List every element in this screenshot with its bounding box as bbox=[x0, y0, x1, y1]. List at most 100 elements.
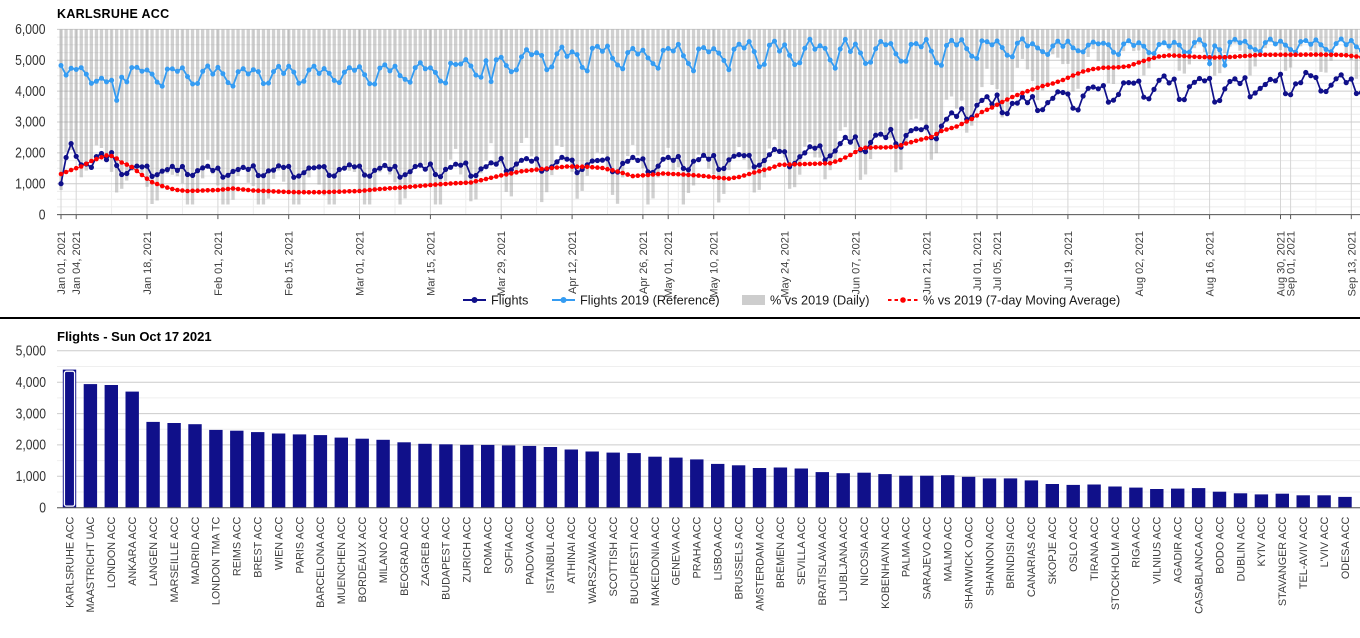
svg-text:BODO ACC: BODO ACC bbox=[1214, 517, 1226, 574]
svg-text:SHANWICK OACC: SHANWICK OACC bbox=[963, 517, 975, 610]
svg-text:Jun 21, 2021: Jun 21, 2021 bbox=[921, 231, 933, 295]
svg-text:MAASTRICHT UAC: MAASTRICHT UAC bbox=[85, 516, 97, 612]
svg-text:MUENCHEN ACC: MUENCHEN ACC bbox=[336, 517, 348, 605]
svg-text:May 10, 2021: May 10, 2021 bbox=[709, 231, 721, 298]
svg-text:BUDAPEST ACC: BUDAPEST ACC bbox=[441, 516, 453, 599]
svg-text:KARLSRUHE ACC: KARLSRUHE ACC bbox=[64, 517, 76, 608]
svg-text:Jan 18, 2021: Jan 18, 2021 bbox=[142, 231, 154, 295]
svg-text:SOFIA ACC: SOFIA ACC bbox=[503, 516, 515, 573]
svg-text:MAKEDONIA ACC: MAKEDONIA ACC bbox=[650, 517, 662, 607]
svg-text:MARSEILLE ACC: MARSEILLE ACC bbox=[169, 517, 181, 603]
svg-text:ISTANBUL ACC: ISTANBUL ACC bbox=[545, 516, 557, 593]
svg-text:WARSZAWA ACC: WARSZAWA ACC bbox=[587, 517, 599, 604]
svg-text:Apr 12, 2021: Apr 12, 2021 bbox=[567, 231, 579, 294]
svg-text:Apr 26, 2021: Apr 26, 2021 bbox=[638, 231, 650, 294]
svg-text:OSLO ACC: OSLO ACC bbox=[1068, 516, 1080, 571]
svg-text:WIEN ACC: WIEN ACC bbox=[273, 516, 285, 570]
svg-text:3,000: 3,000 bbox=[15, 114, 45, 130]
svg-text:Jan 01, 2021: Jan 01, 2021 bbox=[56, 231, 68, 295]
svg-text:MILANO ACC: MILANO ACC bbox=[378, 517, 390, 584]
svg-text:Mar 15, 2021: Mar 15, 2021 bbox=[425, 231, 437, 296]
svg-text:Flights - Sun Oct 17 2021: Flights - Sun Oct 17 2021 bbox=[57, 329, 212, 344]
svg-text:KOBENHAVN ACC: KOBENHAVN ACC bbox=[880, 517, 892, 609]
svg-text:BARCELONA ACC: BARCELONA ACC bbox=[315, 517, 327, 608]
svg-text:STOCKHOLM ACC: STOCKHOLM ACC bbox=[1110, 517, 1122, 611]
svg-text:SCOTTISH ACC: SCOTTISH ACC bbox=[608, 517, 620, 597]
svg-text:4,000: 4,000 bbox=[15, 83, 45, 99]
svg-text:% vs 2019 (7-day Moving Averag: % vs 2019 (7-day Moving Average) bbox=[923, 294, 1120, 308]
svg-text:Jul 19, 2021: Jul 19, 2021 bbox=[1063, 231, 1075, 291]
svg-text:Jan 04, 2021: Jan 04, 2021 bbox=[71, 231, 83, 295]
svg-text:2,000: 2,000 bbox=[16, 437, 46, 453]
svg-text:NICOSIA ACC: NICOSIA ACC bbox=[859, 516, 871, 585]
svg-text:L'VIV ACC: L'VIV ACC bbox=[1319, 517, 1331, 568]
svg-text:TIRANA ACC: TIRANA ACC bbox=[1089, 517, 1101, 581]
svg-text:ODESA ACC: ODESA ACC bbox=[1340, 517, 1352, 580]
svg-text:LANGEN ACC: LANGEN ACC bbox=[148, 517, 160, 587]
svg-text:SARAJEVO ACC: SARAJEVO ACC bbox=[922, 517, 934, 600]
svg-text:1,000: 1,000 bbox=[16, 468, 46, 484]
svg-text:Flights 2019 (Reference): Flights 2019 (Reference) bbox=[580, 294, 720, 308]
svg-text:RIGA ACC: RIGA ACC bbox=[1131, 517, 1143, 568]
svg-text:0: 0 bbox=[39, 206, 46, 222]
svg-text:2,000: 2,000 bbox=[15, 145, 45, 161]
svg-text:BRUSSELS ACC: BRUSSELS ACC bbox=[733, 517, 745, 600]
svg-text:KARLSRUHE ACC: KARLSRUHE ACC bbox=[57, 7, 169, 21]
svg-text:6,000: 6,000 bbox=[15, 21, 45, 37]
svg-text:SEVILLA ACC: SEVILLA ACC bbox=[796, 517, 808, 586]
svg-text:Sep 01, 2021: Sep 01, 2021 bbox=[1286, 231, 1298, 296]
svg-text:MADRID ACC: MADRID ACC bbox=[190, 517, 202, 585]
svg-text:ATHINAI ACC: ATHINAI ACC bbox=[566, 517, 578, 584]
svg-text:MALMO ACC: MALMO ACC bbox=[943, 517, 955, 582]
svg-text:TEL-AVIV ACC: TEL-AVIV ACC bbox=[1298, 517, 1310, 590]
svg-text:Jul 01, 2021: Jul 01, 2021 bbox=[972, 231, 984, 291]
svg-text:LJUBLJANA ACC: LJUBLJANA ACC bbox=[838, 516, 850, 601]
svg-text:May 24, 2021: May 24, 2021 bbox=[780, 231, 792, 298]
svg-text:Flights: Flights bbox=[491, 294, 528, 308]
svg-text:AGADIR ACC: AGADIR ACC bbox=[1173, 517, 1185, 584]
svg-text:Aug 30, 2021: Aug 30, 2021 bbox=[1276, 231, 1288, 296]
svg-text:KYIV ACC: KYIV ACC bbox=[1256, 517, 1268, 567]
svg-text:BREMEN ACC: BREMEN ACC bbox=[775, 517, 787, 589]
svg-text:0: 0 bbox=[39, 499, 46, 515]
svg-text:BRINDISI ACC: BRINDISI ACC bbox=[1005, 517, 1017, 589]
svg-text:Feb 15, 2021: Feb 15, 2021 bbox=[284, 231, 296, 296]
svg-text:Aug 16, 2021: Aug 16, 2021 bbox=[1205, 231, 1217, 296]
svg-text:PALMA ACC: PALMA ACC bbox=[901, 516, 913, 577]
svg-text:% vs 2019 (Daily): % vs 2019 (Daily) bbox=[770, 294, 869, 308]
svg-text:ZAGREB ACC: ZAGREB ACC bbox=[420, 517, 432, 587]
svg-text:CANARIAS ACC: CANARIAS ACC bbox=[1026, 517, 1038, 598]
svg-text:3,000: 3,000 bbox=[16, 405, 46, 421]
svg-text:5,000: 5,000 bbox=[15, 52, 45, 68]
svg-text:VILNIUS ACC: VILNIUS ACC bbox=[1152, 516, 1164, 583]
svg-text:BUCURESTI ACC: BUCURESTI ACC bbox=[629, 517, 641, 605]
svg-text:PRAHA ACC: PRAHA ACC bbox=[692, 517, 704, 579]
svg-text:Jul 05, 2021: Jul 05, 2021 bbox=[992, 231, 1004, 291]
svg-text:LISBOA ACC: LISBOA ACC bbox=[713, 517, 725, 581]
svg-text:Mar 29, 2021: Mar 29, 2021 bbox=[496, 231, 508, 296]
svg-text:PADOVA ACC: PADOVA ACC bbox=[524, 517, 536, 585]
svg-text:LONDON TMA TC: LONDON TMA TC bbox=[211, 516, 223, 605]
svg-text:1,000: 1,000 bbox=[15, 175, 45, 191]
svg-text:ZURICH ACC: ZURICH ACC bbox=[462, 516, 474, 582]
svg-text:AMSTERDAM ACC: AMSTERDAM ACC bbox=[754, 517, 766, 611]
svg-text:SHANNON ACC: SHANNON ACC bbox=[984, 517, 996, 596]
svg-text:PARIS ACC: PARIS ACC bbox=[294, 517, 306, 574]
svg-text:DUBLIN ACC: DUBLIN ACC bbox=[1235, 517, 1247, 582]
svg-text:ROMA ACC: ROMA ACC bbox=[483, 517, 495, 574]
svg-text:LONDON ACC: LONDON ACC bbox=[106, 517, 118, 589]
svg-text:Sep 13, 2021: Sep 13, 2021 bbox=[1346, 231, 1358, 296]
svg-text:Jun 07, 2021: Jun 07, 2021 bbox=[850, 231, 862, 295]
svg-text:4,000: 4,000 bbox=[16, 374, 46, 390]
svg-text:GENEVA ACC: GENEVA ACC bbox=[671, 517, 683, 586]
svg-text:REIMS ACC: REIMS ACC bbox=[232, 517, 244, 577]
svg-text:CASABLANCA ACC: CASABLANCA ACC bbox=[1193, 517, 1205, 614]
svg-text:SKOPJE ACC: SKOPJE ACC bbox=[1047, 517, 1059, 585]
svg-text:BORDEAUX ACC: BORDEAUX ACC bbox=[357, 516, 369, 602]
svg-text:Feb 01, 2021: Feb 01, 2021 bbox=[213, 231, 225, 296]
svg-text:BRATISLAVA ACC: BRATISLAVA ACC bbox=[817, 517, 829, 606]
svg-text:BREST ACC: BREST ACC bbox=[253, 517, 265, 578]
svg-text:5,000: 5,000 bbox=[16, 343, 46, 359]
svg-text:BEOGRAD ACC: BEOGRAD ACC bbox=[399, 517, 411, 596]
svg-text:Aug 02, 2021: Aug 02, 2021 bbox=[1134, 231, 1146, 296]
